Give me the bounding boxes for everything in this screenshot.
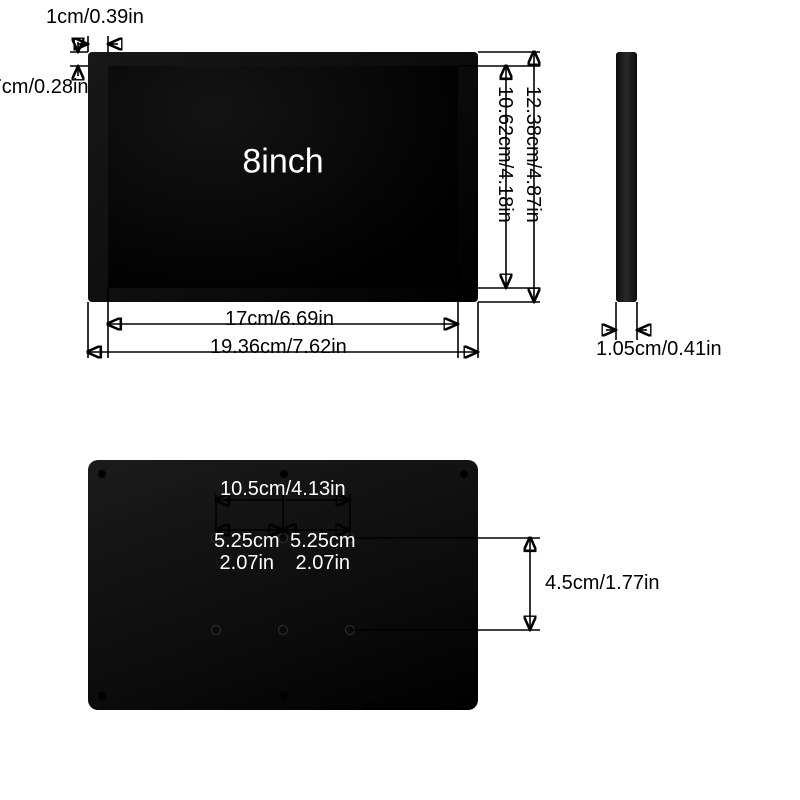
screw-hole	[460, 470, 468, 478]
screw-hole	[98, 692, 106, 700]
screw-hole	[98, 470, 106, 478]
dim-mount-half-b-in: 2.07in	[296, 552, 351, 574]
dim-mount-half-b: 5.25cm 2.07in	[290, 530, 356, 574]
screw-hole	[280, 470, 288, 478]
dim-thickness: 1.05cm/0.41in	[596, 338, 722, 361]
dim-mount-full-w: 10.5cm/4.13in	[220, 478, 346, 501]
screen-size-label: 8inch	[242, 143, 323, 182]
dim-mount-half-a-cm: 5.25cm	[214, 530, 280, 552]
mount-hole	[345, 625, 355, 635]
dim-mount-half-a: 5.25cm 2.07in	[214, 530, 280, 574]
dim-outer-w: 19.36cm/7.62in	[210, 336, 347, 359]
dim-outer-h: 12.38cm/4.87in	[521, 86, 544, 223]
dim-mount-half-a-in: 2.07in	[220, 552, 275, 574]
dim-mount-half-b-cm: 5.25cm	[290, 530, 356, 552]
dim-mount-row-h: 4.5cm/1.77in	[545, 572, 660, 595]
dim-bezel-top: 0.7cm/0.28in	[0, 76, 84, 99]
dim-screen-h: 10.62cm/4.18in	[493, 86, 516, 223]
mount-hole	[211, 625, 221, 635]
back-port	[363, 703, 418, 710]
dim-screen-w: 17cm/6.69in	[225, 308, 334, 331]
side-view	[616, 52, 637, 302]
front-view: 8inch	[88, 52, 478, 302]
screw-hole	[280, 692, 288, 700]
mount-hole	[278, 625, 288, 635]
screw-hole	[460, 692, 468, 700]
dim-bezel-side: 1cm/0.39in	[46, 6, 144, 29]
